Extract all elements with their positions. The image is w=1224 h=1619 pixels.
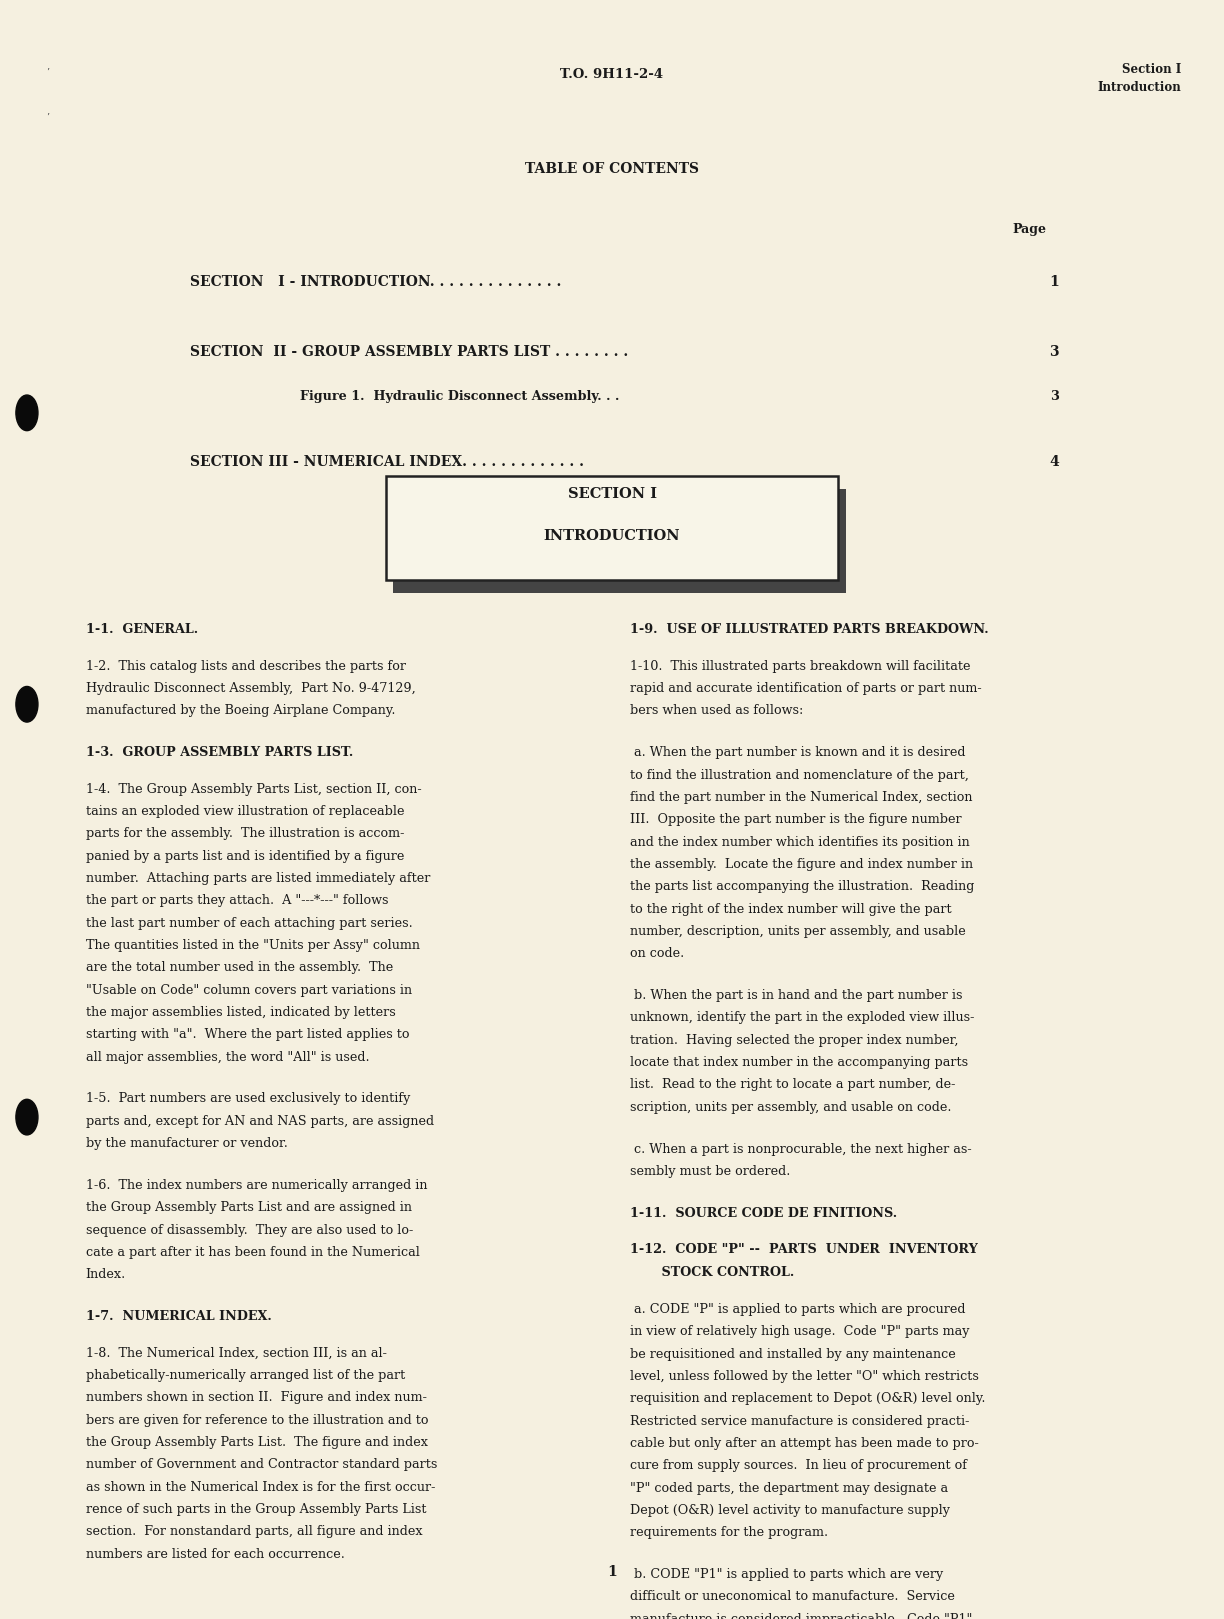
Text: the assembly.  Locate the figure and index number in: the assembly. Locate the figure and inde… bbox=[630, 858, 973, 871]
Text: the parts list accompanying the illustration.  Reading: the parts list accompanying the illustra… bbox=[630, 881, 974, 894]
Text: 1-12.  CODE "P" --  PARTS  UNDER  INVENTORY: 1-12. CODE "P" -- PARTS UNDER INVENTORY bbox=[630, 1243, 978, 1256]
Text: Restricted service manufacture is considered practi-: Restricted service manufacture is consid… bbox=[630, 1415, 969, 1428]
Text: difficult or uneconomical to manufacture.  Service: difficult or uneconomical to manufacture… bbox=[630, 1590, 955, 1603]
Text: Figure 1.  Hydraulic Disconnect Assembly. . .: Figure 1. Hydraulic Disconnect Assembly.… bbox=[300, 390, 619, 403]
Text: 1: 1 bbox=[607, 1564, 617, 1579]
Text: rence of such parts in the Group Assembly Parts List: rence of such parts in the Group Assembl… bbox=[86, 1502, 426, 1515]
Text: numbers are listed for each occurrence.: numbers are listed for each occurrence. bbox=[86, 1548, 344, 1561]
Text: 1-11.  SOURCE CODE DE FINITIONS.: 1-11. SOURCE CODE DE FINITIONS. bbox=[630, 1206, 897, 1219]
Text: parts for the assembly.  The illustration is accom-: parts for the assembly. The illustration… bbox=[86, 827, 404, 840]
Text: 1-6.  The index numbers are numerically arranged in: 1-6. The index numbers are numerically a… bbox=[86, 1179, 427, 1192]
Text: T.O. 9H11-2-4: T.O. 9H11-2-4 bbox=[561, 68, 663, 81]
Text: by the manufacturer or vendor.: by the manufacturer or vendor. bbox=[86, 1137, 288, 1149]
Text: the major assemblies listed, indicated by letters: the major assemblies listed, indicated b… bbox=[86, 1005, 395, 1018]
Text: and the index number which identifies its position in: and the index number which identifies it… bbox=[630, 835, 971, 848]
Text: 1-4.  The Group Assembly Parts List, section II, con-: 1-4. The Group Assembly Parts List, sect… bbox=[86, 782, 421, 795]
Text: the Group Assembly Parts List.  The figure and index: the Group Assembly Parts List. The figur… bbox=[86, 1436, 427, 1449]
Text: find the part number in the Numerical Index, section: find the part number in the Numerical In… bbox=[630, 790, 973, 805]
Text: tration.  Having selected the proper index number,: tration. Having selected the proper inde… bbox=[630, 1033, 958, 1047]
Text: SECTION I: SECTION I bbox=[568, 487, 656, 502]
Text: 1-5.  Part numbers are used exclusively to identify: 1-5. Part numbers are used exclusively t… bbox=[86, 1093, 410, 1106]
Text: cable but only after an attempt has been made to pro-: cable but only after an attempt has been… bbox=[630, 1438, 979, 1451]
Text: Introduction: Introduction bbox=[1098, 81, 1181, 94]
Text: tains an exploded view illustration of replaceable: tains an exploded view illustration of r… bbox=[86, 805, 404, 818]
Text: 1-3.  GROUP ASSEMBLY PARTS LIST.: 1-3. GROUP ASSEMBLY PARTS LIST. bbox=[86, 746, 353, 759]
Text: ’: ’ bbox=[47, 68, 50, 78]
Text: scription, units per assembly, and usable on code.: scription, units per assembly, and usabl… bbox=[630, 1101, 952, 1114]
Ellipse shape bbox=[16, 395, 38, 431]
Text: "P" coded parts, the department may designate a: "P" coded parts, the department may desi… bbox=[630, 1481, 949, 1494]
Text: 1-9.  USE OF ILLUSTRATED PARTS BREAKDOWN.: 1-9. USE OF ILLUSTRATED PARTS BREAKDOWN. bbox=[630, 623, 989, 636]
Text: requirements for the program.: requirements for the program. bbox=[630, 1527, 829, 1540]
Text: manufacture is considered impracticable.  Code "P1": manufacture is considered impracticable.… bbox=[630, 1613, 973, 1619]
Text: 3: 3 bbox=[1049, 345, 1059, 359]
Text: 1-1.  GENERAL.: 1-1. GENERAL. bbox=[86, 623, 198, 636]
Text: Page: Page bbox=[1012, 223, 1047, 236]
Text: TABLE OF CONTENTS: TABLE OF CONTENTS bbox=[525, 162, 699, 176]
FancyBboxPatch shape bbox=[386, 476, 838, 580]
Text: are the total number used in the assembly.  The: are the total number used in the assembl… bbox=[86, 962, 393, 975]
Ellipse shape bbox=[16, 1099, 38, 1135]
Text: 4: 4 bbox=[1049, 455, 1059, 470]
Text: 3: 3 bbox=[1050, 390, 1059, 403]
Text: manufactured by the Boeing Airplane Company.: manufactured by the Boeing Airplane Comp… bbox=[86, 704, 395, 717]
Text: sembly must be ordered.: sembly must be ordered. bbox=[630, 1164, 791, 1179]
Text: in view of relatively high usage.  Code "P" parts may: in view of relatively high usage. Code "… bbox=[630, 1326, 969, 1339]
Text: as shown in the Numerical Index is for the first occur-: as shown in the Numerical Index is for t… bbox=[86, 1480, 435, 1493]
Text: 1-8.  The Numerical Index, section III, is an al-: 1-8. The Numerical Index, section III, i… bbox=[86, 1347, 387, 1360]
Text: c. When a part is nonprocurable, the next higher as-: c. When a part is nonprocurable, the nex… bbox=[630, 1143, 972, 1156]
Text: III.  Opposite the part number is the figure number: III. Opposite the part number is the fig… bbox=[630, 813, 962, 826]
Text: 1-10.  This illustrated parts breakdown will facilitate: 1-10. This illustrated parts breakdown w… bbox=[630, 659, 971, 674]
Text: cure from supply sources.  In lieu of procurement of: cure from supply sources. In lieu of pro… bbox=[630, 1459, 967, 1472]
Text: 1-7.  NUMERICAL INDEX.: 1-7. NUMERICAL INDEX. bbox=[86, 1310, 272, 1323]
Text: Depot (O&R) level activity to manufacture supply: Depot (O&R) level activity to manufactur… bbox=[630, 1504, 950, 1517]
Text: number, description, units per assembly, and usable: number, description, units per assembly,… bbox=[630, 924, 966, 937]
Text: a. When the part number is known and it is desired: a. When the part number is known and it … bbox=[630, 746, 966, 759]
Text: the Group Assembly Parts List and are assigned in: the Group Assembly Parts List and are as… bbox=[86, 1201, 411, 1214]
Text: level, unless followed by the letter "O" which restricts: level, unless followed by the letter "O"… bbox=[630, 1370, 979, 1383]
Text: phabetically-numerically arranged list of the part: phabetically-numerically arranged list o… bbox=[86, 1368, 405, 1381]
Text: number of Government and Contractor standard parts: number of Government and Contractor stan… bbox=[86, 1459, 437, 1472]
Text: the last part number of each attaching part series.: the last part number of each attaching p… bbox=[86, 916, 412, 929]
Text: the part or parts they attach.  A "---*---" follows: the part or parts they attach. A "---*--… bbox=[86, 894, 388, 907]
Text: be requisitioned and installed by any maintenance: be requisitioned and installed by any ma… bbox=[630, 1347, 956, 1360]
Text: a. CODE "P" is applied to parts which are procured: a. CODE "P" is applied to parts which ar… bbox=[630, 1303, 966, 1316]
Text: Section I: Section I bbox=[1122, 63, 1181, 76]
Text: INTRODUCTION: INTRODUCTION bbox=[543, 529, 681, 544]
Text: starting with "a".  Where the part listed applies to: starting with "a". Where the part listed… bbox=[86, 1028, 409, 1041]
Text: parts and, except for AN and NAS parts, are assigned: parts and, except for AN and NAS parts, … bbox=[86, 1115, 433, 1128]
Ellipse shape bbox=[16, 686, 38, 722]
Text: unknown, identify the part in the exploded view illus-: unknown, identify the part in the explod… bbox=[630, 1012, 974, 1025]
Text: The quantities listed in the "Units per Assy" column: The quantities listed in the "Units per … bbox=[86, 939, 420, 952]
Text: Hydraulic Disconnect Assembly,  Part No. 9-47129,: Hydraulic Disconnect Assembly, Part No. … bbox=[86, 682, 415, 695]
Text: locate that index number in the accompanying parts: locate that index number in the accompan… bbox=[630, 1056, 968, 1069]
Text: bers are given for reference to the illustration and to: bers are given for reference to the illu… bbox=[86, 1413, 428, 1426]
Text: bers when used as follows:: bers when used as follows: bbox=[630, 704, 804, 717]
Text: requisition and replacement to Depot (O&R) level only.: requisition and replacement to Depot (O&… bbox=[630, 1392, 985, 1405]
Text: SECTION III - NUMERICAL INDEX. . . . . . . . . . . . .: SECTION III - NUMERICAL INDEX. . . . . .… bbox=[190, 455, 584, 470]
Text: SECTION   I - INTRODUCTION. . . . . . . . . . . . . .: SECTION I - INTRODUCTION. . . . . . . . … bbox=[190, 275, 561, 290]
Text: SECTION  II - GROUP ASSEMBLY PARTS LIST . . . . . . . .: SECTION II - GROUP ASSEMBLY PARTS LIST .… bbox=[190, 345, 628, 359]
Text: to the right of the index number will give the part: to the right of the index number will gi… bbox=[630, 902, 952, 916]
Text: 1: 1 bbox=[1049, 275, 1059, 290]
Text: panied by a parts list and is identified by a figure: panied by a parts list and is identified… bbox=[86, 850, 404, 863]
Text: "Usable on Code" column covers part variations in: "Usable on Code" column covers part vari… bbox=[86, 984, 411, 997]
Text: to find the illustration and nomenclature of the part,: to find the illustration and nomenclatur… bbox=[630, 769, 969, 782]
Text: Index.: Index. bbox=[86, 1268, 126, 1281]
Text: b. CODE "P1" is applied to parts which are very: b. CODE "P1" is applied to parts which a… bbox=[630, 1569, 944, 1582]
Text: ’: ’ bbox=[47, 113, 50, 123]
Text: on code.: on code. bbox=[630, 947, 684, 960]
Text: numbers shown in section II.  Figure and index num-: numbers shown in section II. Figure and … bbox=[86, 1391, 426, 1404]
Text: 1-2.  This catalog lists and describes the parts for: 1-2. This catalog lists and describes th… bbox=[86, 659, 405, 674]
FancyBboxPatch shape bbox=[393, 489, 846, 593]
Text: list.  Read to the right to locate a part number, de-: list. Read to the right to locate a part… bbox=[630, 1078, 956, 1091]
Text: section.  For nonstandard parts, all figure and index: section. For nonstandard parts, all figu… bbox=[86, 1525, 422, 1538]
Text: all major assemblies, the word "All" is used.: all major assemblies, the word "All" is … bbox=[86, 1051, 370, 1064]
Text: b. When the part is in hand and the part number is: b. When the part is in hand and the part… bbox=[630, 989, 963, 1002]
Text: STOCK CONTROL.: STOCK CONTROL. bbox=[630, 1266, 794, 1279]
Text: sequence of disassembly.  They are also used to lo-: sequence of disassembly. They are also u… bbox=[86, 1224, 412, 1237]
Text: rapid and accurate identification of parts or part num-: rapid and accurate identification of par… bbox=[630, 682, 982, 695]
Text: number.  Attaching parts are listed immediately after: number. Attaching parts are listed immed… bbox=[86, 873, 430, 886]
Text: cate a part after it has been found in the Numerical: cate a part after it has been found in t… bbox=[86, 1247, 420, 1260]
